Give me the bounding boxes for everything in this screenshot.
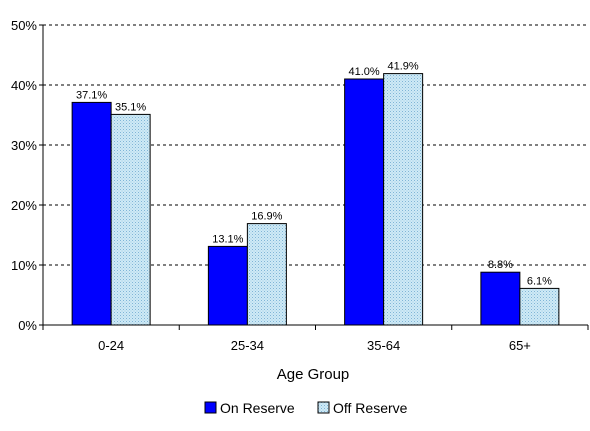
bar-on-reserve xyxy=(207,245,248,326)
data-label: 37.1% xyxy=(76,89,107,101)
y-axis-tick-labels: 0% 10% 20% 30% 40% 50% xyxy=(11,18,37,333)
x-tick-label: 25-34 xyxy=(231,338,264,353)
x-tick-label: 65+ xyxy=(509,338,531,353)
bar-off-reserve xyxy=(110,113,151,326)
bar-off-reserve xyxy=(383,73,424,326)
data-labels: 37.1% 13.1% 41.0% 8.8% 35.1% 16.9% 41.9% 6.1% xyxy=(76,61,552,288)
data-label: 16.9% xyxy=(251,211,282,223)
bar-on-reserve xyxy=(480,271,521,326)
axes xyxy=(39,24,589,330)
bar-on-reserve xyxy=(344,78,385,326)
bar-on-reserve xyxy=(71,101,112,326)
x-axis-title: Age Group xyxy=(277,366,350,383)
y-tick-label: 20% xyxy=(11,198,37,213)
x-axis-tick-labels: 0-24 25-34 35-64 65+ xyxy=(98,338,531,353)
bar-off-reserve xyxy=(519,287,560,326)
data-label: 35.1% xyxy=(115,101,146,113)
bars xyxy=(71,73,560,326)
data-label: 41.0% xyxy=(349,66,380,78)
data-label: 6.1% xyxy=(527,275,552,287)
legend-swatch xyxy=(204,401,217,414)
legend-label: On Reserve xyxy=(220,400,295,416)
x-tick-label: 35-64 xyxy=(367,338,400,353)
y-tick-label: 10% xyxy=(11,258,37,273)
x-tick-label: 0-24 xyxy=(98,338,124,353)
y-tick-label: 40% xyxy=(11,78,37,93)
y-tick-label: 30% xyxy=(11,138,37,153)
data-label: 8.8% xyxy=(488,259,513,271)
y-tick-label: 0% xyxy=(18,318,37,333)
legend-label: Off Reserve xyxy=(333,400,408,416)
legend: On Reserve Off Reserve xyxy=(204,400,408,416)
data-label: 13.1% xyxy=(212,233,243,245)
data-label: 41.9% xyxy=(388,61,419,73)
bar-off-reserve xyxy=(246,223,287,326)
y-tick-label: 50% xyxy=(11,18,37,33)
legend-swatch xyxy=(317,401,330,414)
